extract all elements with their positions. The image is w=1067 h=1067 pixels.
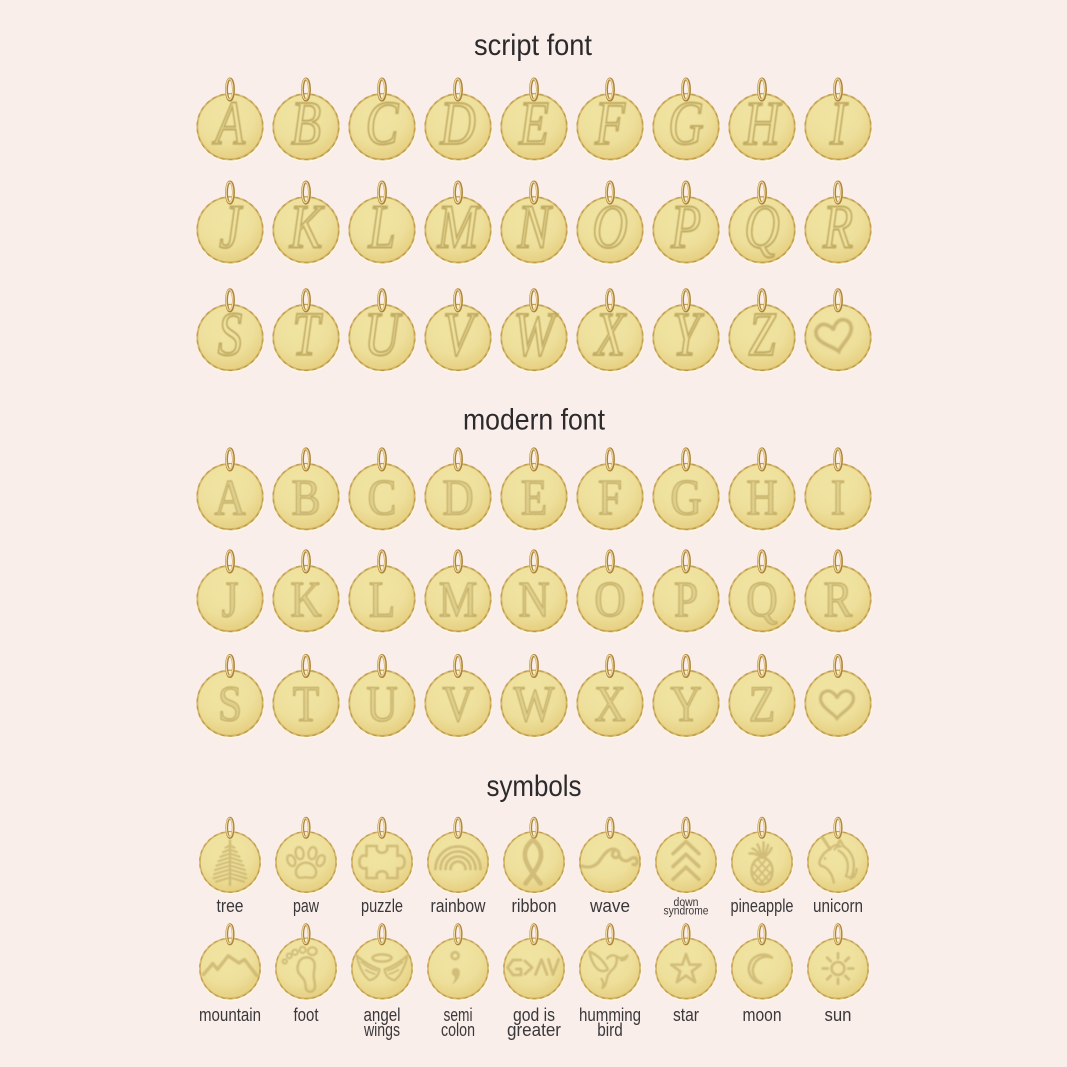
svg-text:B: B bbox=[292, 470, 321, 526]
svg-text:wave: wave bbox=[589, 896, 630, 916]
svg-text:colon: colon bbox=[441, 1020, 475, 1040]
svg-text:W: W bbox=[514, 300, 559, 369]
svg-text:J: J bbox=[222, 572, 239, 628]
svg-text:mountain: mountain bbox=[199, 1005, 261, 1025]
svg-text:C: C bbox=[368, 470, 397, 526]
svg-text:G: G bbox=[668, 90, 703, 159]
svg-text:X: X bbox=[594, 677, 625, 733]
svg-text:N: N bbox=[518, 572, 549, 628]
svg-text:puzzle: puzzle bbox=[361, 896, 403, 916]
svg-text:greater: greater bbox=[507, 1020, 561, 1040]
svg-text:unicorn: unicorn bbox=[813, 896, 863, 916]
svg-text:syndrome: syndrome bbox=[664, 906, 709, 918]
svg-text:R: R bbox=[822, 193, 853, 262]
svg-text:pineapple: pineapple bbox=[731, 896, 794, 916]
svg-text:Z: Z bbox=[748, 300, 776, 369]
svg-text:L: L bbox=[367, 193, 395, 262]
svg-text:E: E bbox=[521, 470, 547, 526]
svg-text:semi: semi bbox=[444, 1005, 473, 1025]
svg-text:K: K bbox=[290, 572, 321, 628]
svg-text:N: N bbox=[517, 193, 554, 262]
svg-text:M: M bbox=[439, 572, 478, 628]
svg-text:L: L bbox=[369, 572, 395, 628]
svg-text:M: M bbox=[437, 193, 481, 262]
svg-text:O: O bbox=[592, 193, 627, 262]
svg-text:X: X bbox=[593, 300, 627, 369]
svg-text:U: U bbox=[364, 300, 402, 369]
svg-text:E: E bbox=[518, 90, 549, 159]
svg-text:S: S bbox=[218, 677, 242, 733]
svg-text:U: U bbox=[366, 677, 397, 733]
svg-text:W: W bbox=[514, 677, 555, 733]
svg-text:H: H bbox=[746, 470, 777, 526]
svg-text:O: O bbox=[594, 572, 625, 628]
svg-text:K: K bbox=[289, 193, 326, 262]
svg-text:wings: wings bbox=[363, 1020, 400, 1040]
svg-text:rainbow: rainbow bbox=[431, 896, 487, 916]
svg-text:R: R bbox=[824, 572, 853, 628]
svg-text:B: B bbox=[291, 90, 321, 159]
svg-text:symbols: symbols bbox=[487, 770, 582, 803]
svg-text:C: C bbox=[366, 90, 400, 159]
svg-text:Q: Q bbox=[746, 572, 777, 628]
svg-text:down: down bbox=[674, 897, 699, 909]
svg-text:paw: paw bbox=[293, 896, 320, 916]
svg-text:T: T bbox=[292, 300, 322, 369]
svg-text:H: H bbox=[743, 90, 782, 159]
svg-text:ribbon: ribbon bbox=[512, 896, 557, 916]
svg-text:V: V bbox=[442, 677, 473, 733]
svg-text:F: F bbox=[594, 90, 625, 159]
svg-text:tree: tree bbox=[217, 896, 244, 916]
svg-text:angel: angel bbox=[364, 1005, 401, 1025]
svg-text:Y: Y bbox=[670, 677, 701, 733]
svg-text:J: J bbox=[219, 193, 243, 262]
svg-text:F: F bbox=[598, 470, 622, 526]
svg-text:moon: moon bbox=[743, 1005, 782, 1025]
svg-text:bird: bird bbox=[597, 1020, 623, 1040]
svg-text:D: D bbox=[442, 470, 473, 526]
svg-text:S: S bbox=[218, 300, 243, 369]
svg-text:Q: Q bbox=[744, 193, 779, 262]
svg-text:star: star bbox=[673, 1005, 699, 1025]
svg-text:V: V bbox=[443, 300, 478, 369]
svg-text:Z: Z bbox=[749, 677, 775, 733]
svg-text:I: I bbox=[829, 90, 849, 159]
svg-text:P: P bbox=[674, 572, 698, 628]
svg-text:P: P bbox=[670, 193, 701, 262]
svg-text:G: G bbox=[670, 470, 701, 526]
svg-text:A: A bbox=[212, 90, 246, 159]
svg-text:script font: script font bbox=[474, 29, 593, 62]
svg-text:D: D bbox=[439, 90, 475, 159]
svg-text:I: I bbox=[831, 470, 845, 526]
svg-text:modern font: modern font bbox=[463, 404, 606, 437]
svg-text:humming: humming bbox=[579, 1005, 641, 1025]
svg-text:sun: sun bbox=[825, 1005, 852, 1025]
svg-text:T: T bbox=[293, 677, 320, 733]
svg-text:god is: god is bbox=[513, 1005, 555, 1025]
svg-text:foot: foot bbox=[294, 1005, 319, 1025]
svg-text:A: A bbox=[214, 470, 245, 526]
